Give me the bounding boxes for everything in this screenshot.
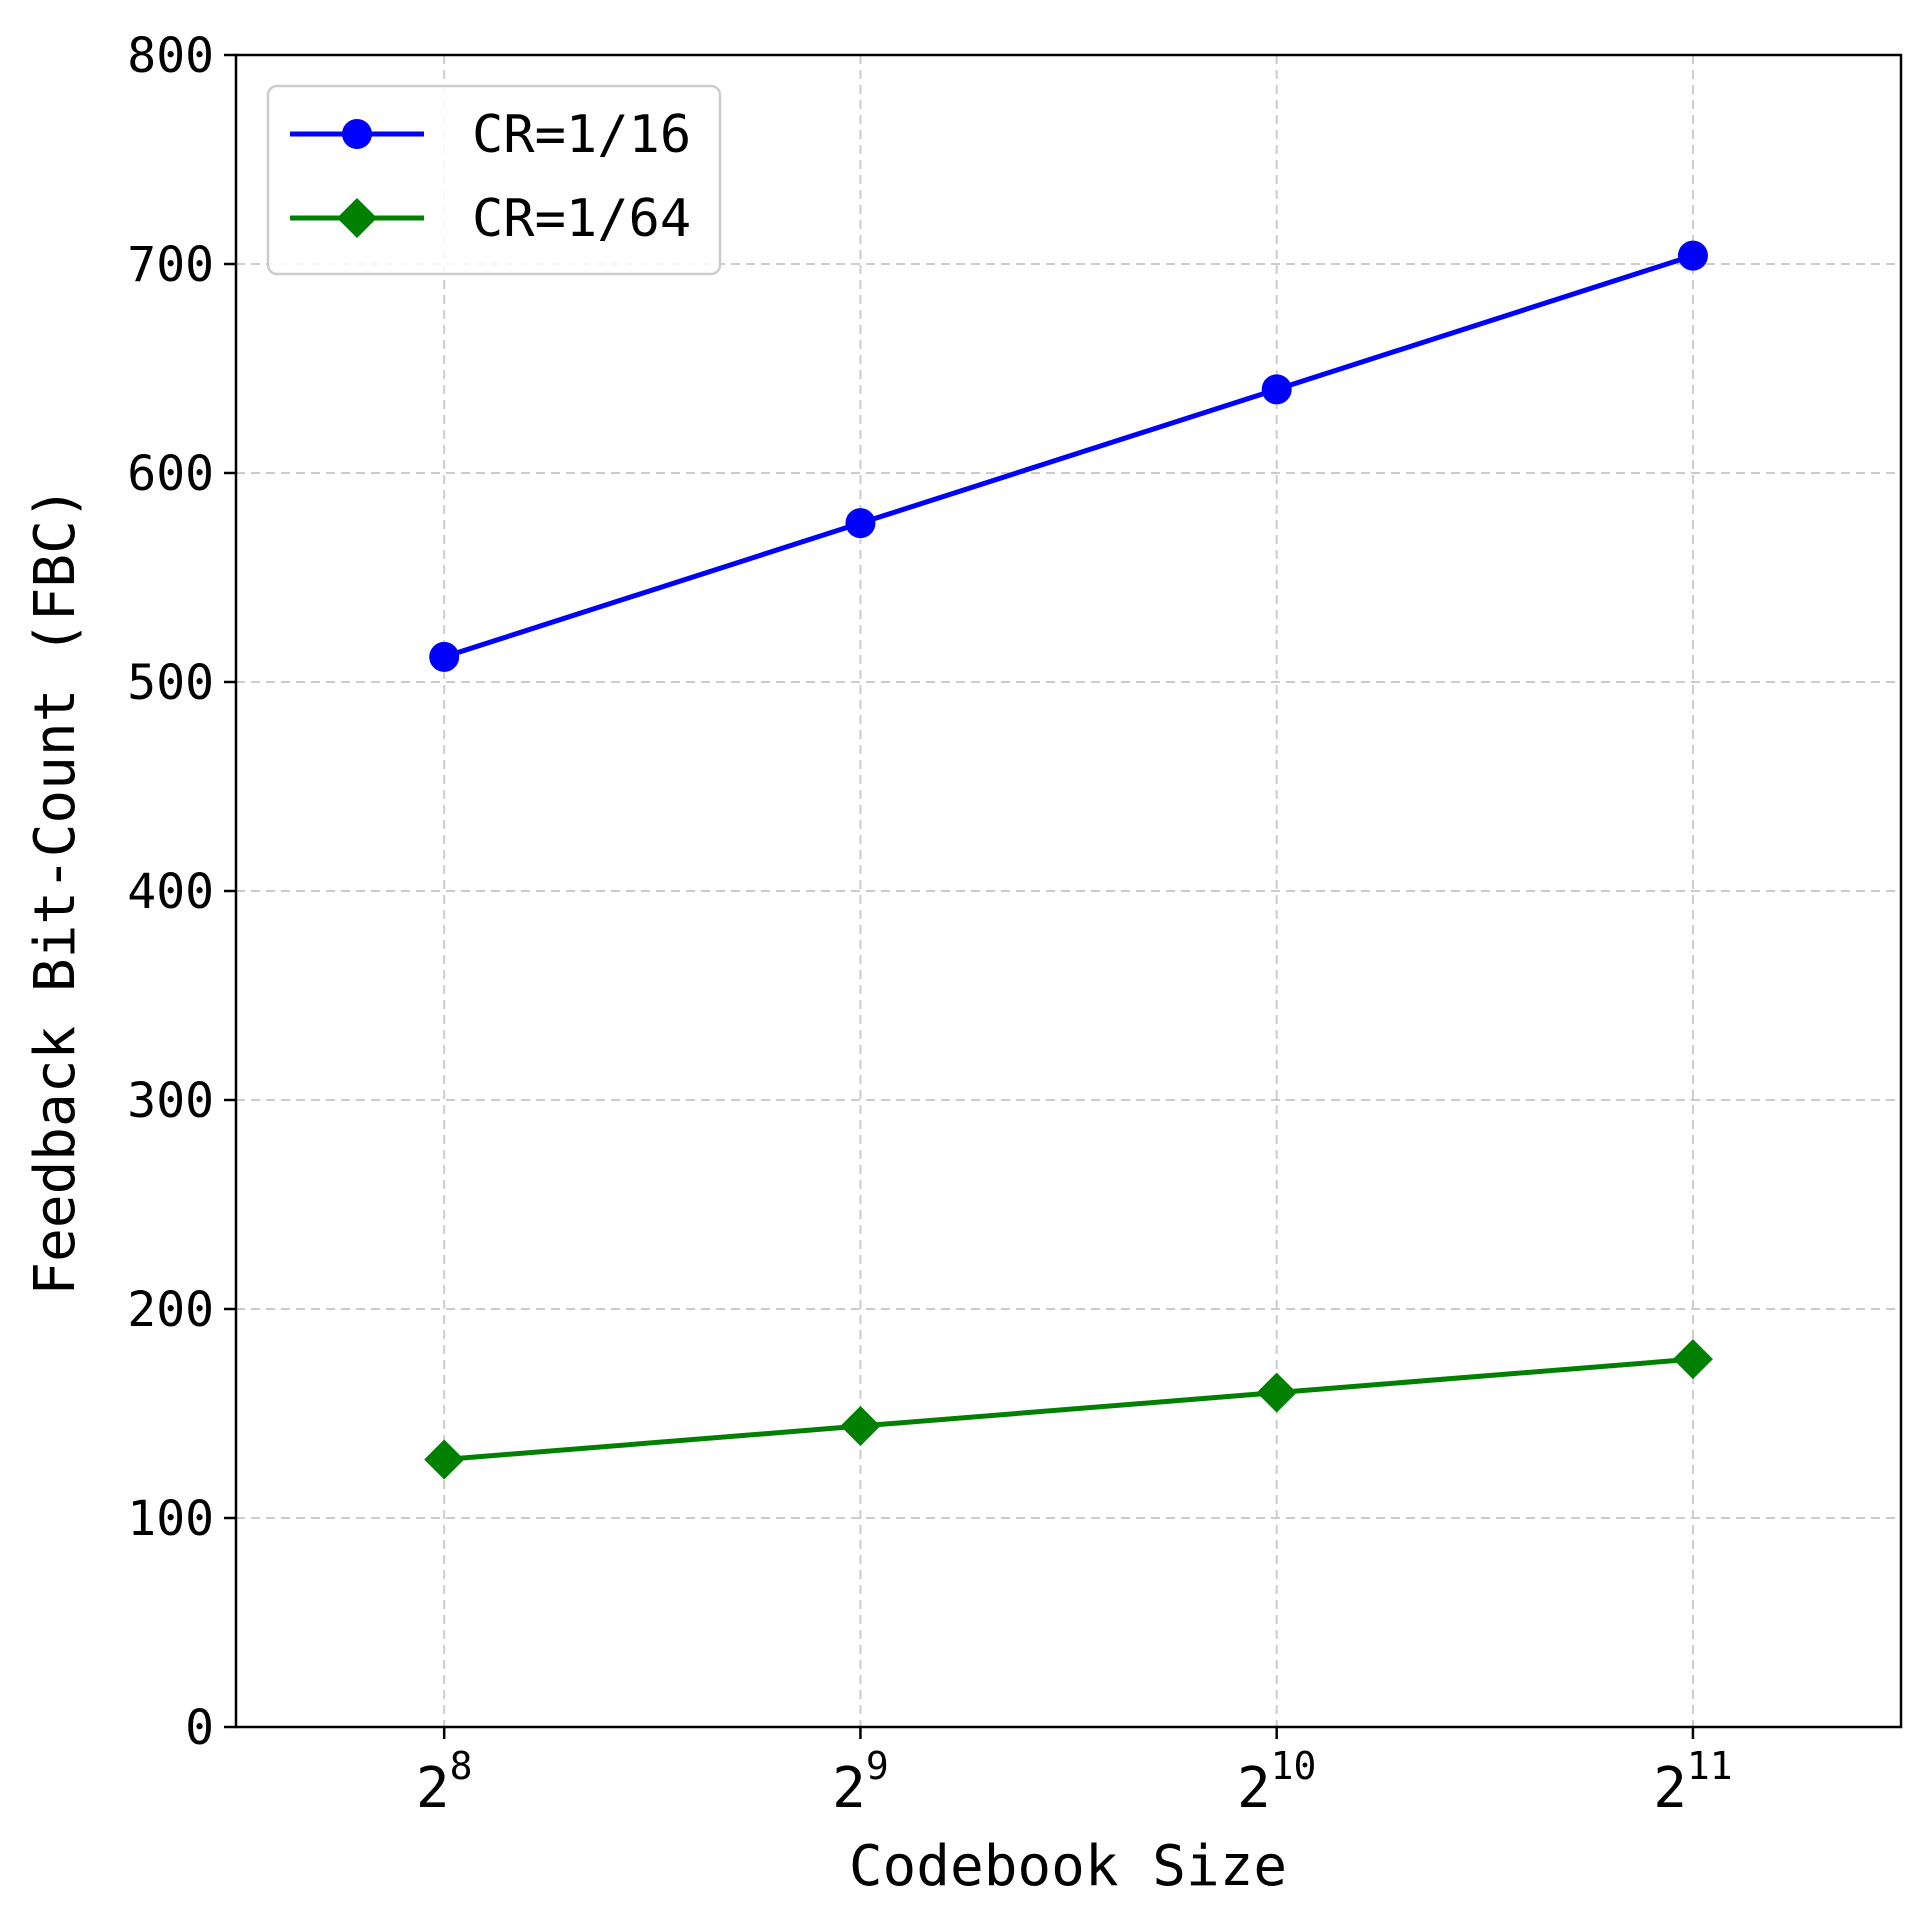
y-tick-label: 100 bbox=[127, 1491, 214, 1547]
data-point-cr-1-16 bbox=[1677, 240, 1708, 271]
legend-marker-cr64 bbox=[337, 198, 377, 238]
y-tick-label: 700 bbox=[127, 237, 214, 293]
y-tick-label: 400 bbox=[127, 864, 214, 920]
y-tick-label: 800 bbox=[127, 28, 214, 84]
x-axis-title: Codebook Size bbox=[849, 1834, 1287, 1899]
x-tick-label: 29 bbox=[832, 1744, 889, 1821]
data-point-cr-1-64 bbox=[424, 1439, 465, 1480]
axis-ticks: 0 100 200 300 400 500 600 700 800 28 29 210 211 bbox=[127, 28, 1732, 1821]
x-tick-label: 28 bbox=[416, 1744, 473, 1821]
legend-label-cr64: CR=1/64 bbox=[472, 189, 691, 249]
legend-label-cr16: CR=1/16 bbox=[472, 105, 691, 165]
x-tick-label: 211 bbox=[1653, 1744, 1732, 1821]
grid-lines bbox=[236, 55, 1901, 1727]
data-point-cr-1-16 bbox=[1261, 374, 1292, 405]
y-tick-label: 500 bbox=[127, 655, 214, 711]
y-tick-label: 200 bbox=[127, 1282, 214, 1338]
x-tick-label: 210 bbox=[1237, 1744, 1316, 1821]
series-layer bbox=[424, 240, 1713, 1480]
y-axis-title: Feedback Bit-Count (FBC) bbox=[23, 486, 88, 1295]
series-line-cr-1-64 bbox=[443, 1356, 1694, 1462]
legend-marker-cr16 bbox=[342, 119, 372, 149]
data-point-cr-1-64 bbox=[1256, 1372, 1297, 1413]
data-point-cr-1-64 bbox=[840, 1406, 881, 1447]
data-point-cr-1-64 bbox=[1672, 1339, 1713, 1380]
y-tick-label: 0 bbox=[185, 1700, 214, 1756]
y-tick-label: 600 bbox=[127, 446, 214, 502]
y-tick-label: 300 bbox=[127, 1073, 214, 1129]
series-line-cr-1-16 bbox=[443, 253, 1694, 660]
data-point-cr-1-16 bbox=[429, 641, 460, 672]
data-point-cr-1-16 bbox=[845, 508, 876, 539]
legend: CR=1/16 CR=1/64 bbox=[266, 84, 722, 276]
